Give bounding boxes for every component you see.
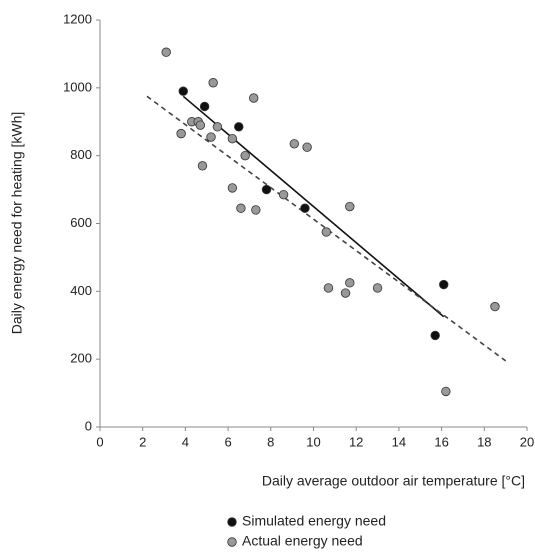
y-tick-label: 200 — [70, 351, 92, 366]
y-tick-label: 1200 — [63, 11, 92, 26]
data-point — [430, 330, 440, 341]
data-point — [206, 132, 216, 142]
x-tick-label: 18 — [477, 434, 491, 449]
data-point — [212, 122, 223, 132]
y-tick-label: 1000 — [63, 79, 92, 94]
y-tick-label: 400 — [70, 283, 92, 298]
x-tick-label: 4 — [182, 434, 189, 449]
data-point — [249, 93, 259, 103]
y-tick-label: 600 — [70, 215, 92, 230]
data-point — [345, 278, 355, 288]
data-point — [289, 139, 299, 149]
x-tick-label: 0 — [96, 434, 103, 449]
data-point — [441, 386, 451, 397]
data-point — [300, 203, 310, 213]
trend-line — [146, 95, 507, 362]
x-axis-label: Daily average outdoor air temperature [°… — [262, 473, 525, 489]
x-tick-label: 14 — [392, 434, 406, 449]
data-point — [197, 161, 208, 171]
data-point — [199, 101, 210, 112]
x-tick-label: 12 — [349, 434, 363, 449]
data-point — [161, 47, 171, 57]
y-tick-label: 800 — [70, 147, 92, 162]
y-tick-label: 0 — [85, 418, 92, 433]
data-point — [208, 78, 218, 88]
data-point — [372, 283, 383, 293]
data-point — [227, 134, 238, 144]
y-axis-label: Daily energy need for heating [kWh] — [9, 112, 25, 335]
data-point — [261, 184, 272, 195]
x-tick-label: 16 — [434, 434, 448, 449]
legend-label: Actual energy need — [242, 533, 363, 549]
legend-marker — [227, 537, 237, 547]
legend-marker — [227, 517, 237, 527]
x-tick-label: 2 — [139, 434, 146, 449]
data-point — [321, 227, 332, 237]
x-tick-label: 20 — [520, 434, 534, 449]
data-point — [240, 150, 250, 161]
data-point — [176, 128, 186, 139]
data-point — [490, 301, 500, 312]
data-point — [278, 189, 289, 200]
legend-label: Simulated energy need — [242, 513, 386, 529]
data-point — [234, 122, 244, 132]
data-point — [195, 120, 206, 130]
data-point — [236, 203, 246, 213]
data-point — [439, 279, 449, 290]
data-point — [302, 142, 312, 152]
data-point — [178, 86, 188, 96]
data-point — [340, 288, 351, 298]
data-point — [227, 183, 238, 193]
x-tick-label: 6 — [224, 434, 231, 449]
data-point — [251, 205, 261, 215]
x-tick-label: 8 — [267, 434, 274, 449]
data-point — [323, 283, 334, 293]
trend-line — [182, 95, 445, 318]
data-point — [345, 201, 355, 212]
x-tick-label: 10 — [306, 434, 320, 449]
